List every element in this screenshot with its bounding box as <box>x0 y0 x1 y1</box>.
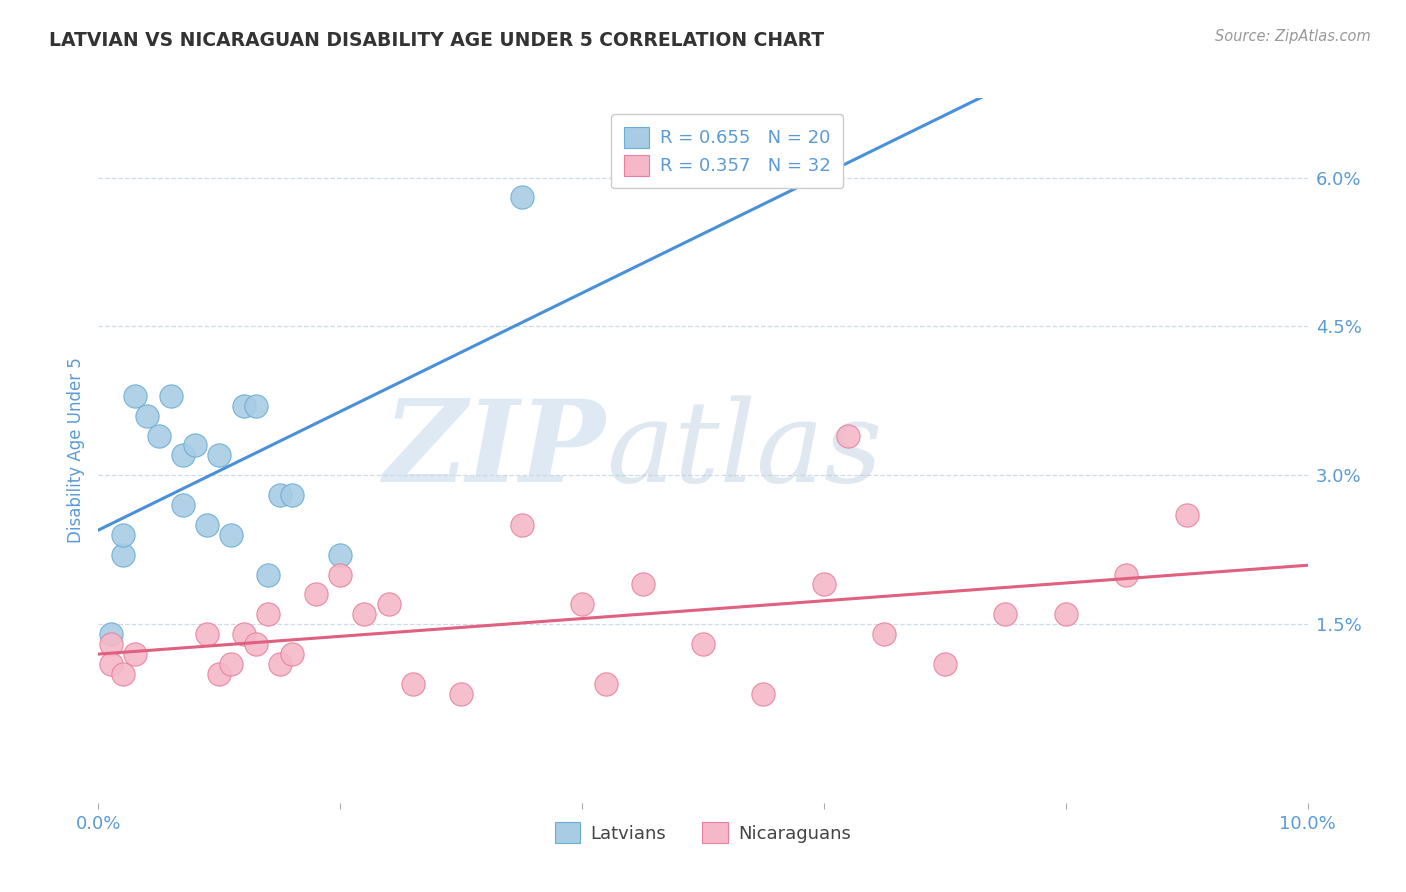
Point <box>571 597 593 611</box>
Point <box>873 627 896 641</box>
Point <box>450 687 472 701</box>
Point <box>124 647 146 661</box>
Text: atlas: atlas <box>606 395 883 506</box>
Point <box>184 438 207 452</box>
Point <box>245 637 267 651</box>
Point <box>111 528 134 542</box>
Point <box>752 687 775 701</box>
Point <box>111 666 134 681</box>
Point <box>281 647 304 661</box>
Text: Source: ZipAtlas.com: Source: ZipAtlas.com <box>1215 29 1371 44</box>
Point <box>245 399 267 413</box>
Point <box>221 657 243 671</box>
Point <box>195 627 218 641</box>
Point <box>148 428 170 442</box>
Point <box>837 428 859 442</box>
Point <box>221 528 243 542</box>
Point <box>269 657 291 671</box>
Point <box>269 488 291 502</box>
Point <box>172 498 194 512</box>
Point <box>595 676 617 690</box>
Point <box>256 567 278 582</box>
Point <box>100 657 122 671</box>
Point <box>1054 607 1077 622</box>
Point <box>160 389 183 403</box>
Text: ZIP: ZIP <box>384 395 606 506</box>
Y-axis label: Disability Age Under 5: Disability Age Under 5 <box>66 358 84 543</box>
Point <box>281 488 304 502</box>
Legend: Latvians, Nicaraguans: Latvians, Nicaraguans <box>547 815 859 850</box>
Point <box>100 627 122 641</box>
Point <box>111 548 134 562</box>
Point <box>510 517 533 532</box>
Point <box>1175 508 1198 522</box>
Point <box>631 577 654 591</box>
Point <box>402 676 425 690</box>
Point <box>135 409 157 423</box>
Point <box>692 637 714 651</box>
Point <box>934 657 956 671</box>
Point <box>353 607 375 622</box>
Point <box>329 548 352 562</box>
Point <box>256 607 278 622</box>
Point <box>510 190 533 204</box>
Point <box>305 587 328 601</box>
Point <box>208 449 231 463</box>
Point <box>232 399 254 413</box>
Point <box>813 577 835 591</box>
Point <box>1115 567 1137 582</box>
Text: LATVIAN VS NICARAGUAN DISABILITY AGE UNDER 5 CORRELATION CHART: LATVIAN VS NICARAGUAN DISABILITY AGE UND… <box>49 31 824 50</box>
Point <box>994 607 1017 622</box>
Point <box>208 666 231 681</box>
Point <box>100 637 122 651</box>
Point <box>329 567 352 582</box>
Point <box>195 517 218 532</box>
Point <box>172 449 194 463</box>
Point <box>377 597 399 611</box>
Point <box>232 627 254 641</box>
Point <box>124 389 146 403</box>
